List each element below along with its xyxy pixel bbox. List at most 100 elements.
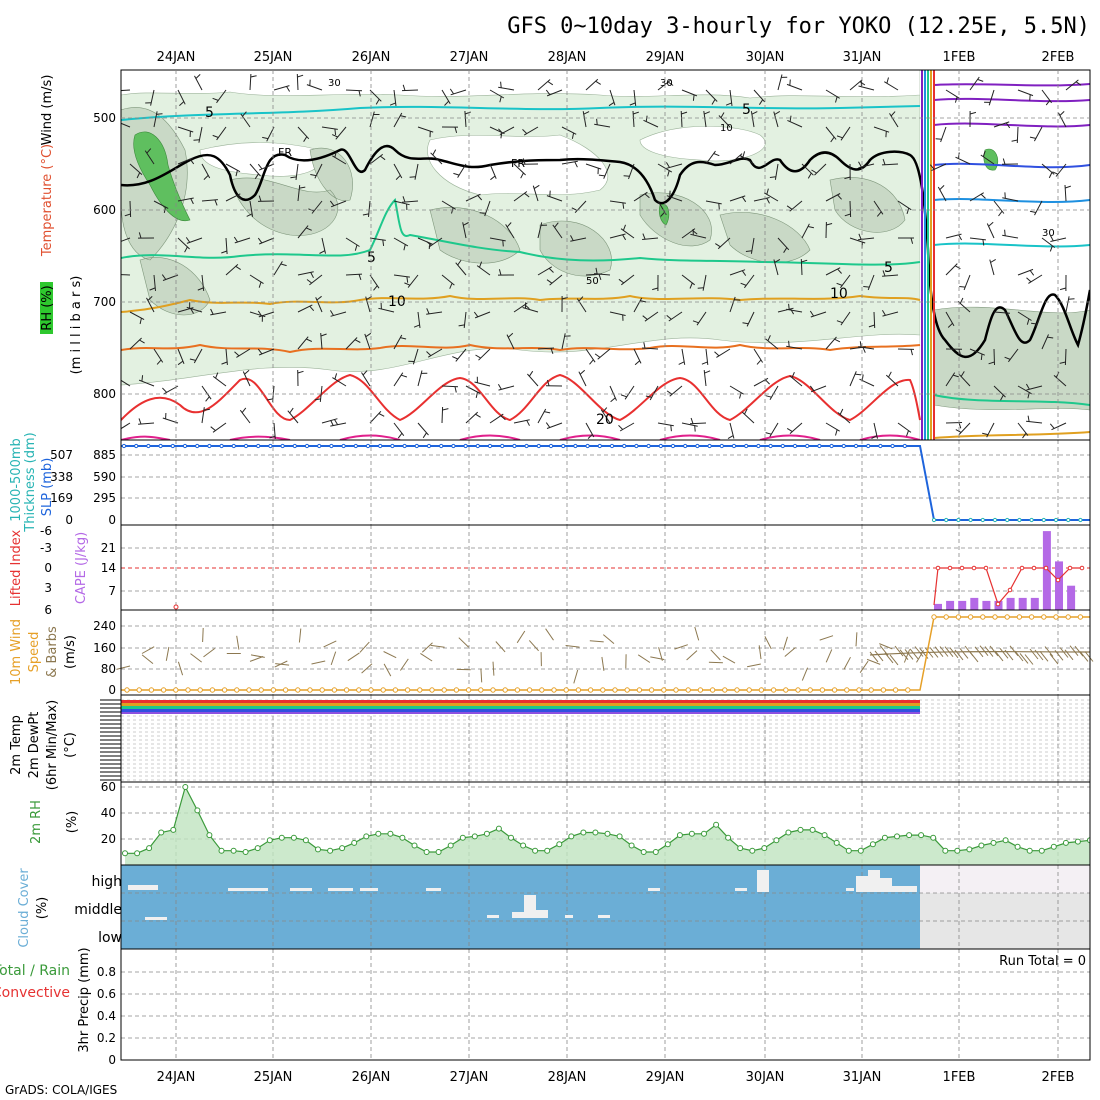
wind-barb-flag bbox=[906, 430, 909, 437]
cloud-high-bars bbox=[128, 870, 917, 892]
rh2m-marker bbox=[266, 837, 273, 844]
rh2m-marker bbox=[339, 845, 346, 852]
wind-barb-flag bbox=[882, 270, 886, 277]
wind10-barb bbox=[601, 656, 605, 671]
wind10-barb bbox=[855, 632, 858, 647]
wind-barb-flag bbox=[358, 274, 362, 281]
wind10-barb bbox=[1009, 645, 1019, 657]
wind-speed-marker bbox=[770, 687, 777, 693]
ytick-li-3: 3 bbox=[44, 581, 52, 595]
wind-barb-flag bbox=[745, 250, 752, 252]
rh2m-marker bbox=[688, 830, 695, 837]
wind-barb-flag bbox=[742, 151, 746, 158]
wind10-barb bbox=[758, 645, 762, 660]
wind-barb-flag bbox=[618, 278, 625, 284]
wind-barb-flag bbox=[141, 375, 144, 382]
slp-marker bbox=[243, 443, 249, 449]
wind-barb-flag bbox=[533, 184, 540, 190]
wind-barb-flag bbox=[453, 172, 460, 176]
wind-barb-flag bbox=[1049, 423, 1055, 429]
rh2m-marker bbox=[1026, 847, 1033, 854]
wind-barb-flag bbox=[809, 385, 815, 392]
precip-panel: Run Total = 0 0.8 0.6 0.4 0.2 0 Total / … bbox=[0, 947, 1091, 1067]
contour-label-5-a: 5 bbox=[205, 105, 214, 121]
wind-barb-flag bbox=[791, 372, 795, 378]
wind-barb-flag bbox=[622, 234, 627, 241]
rh2m-marker bbox=[302, 837, 309, 844]
rh2m-marker bbox=[423, 849, 430, 855]
wind-barb-flag bbox=[334, 128, 337, 135]
slp-marker bbox=[944, 517, 949, 523]
slp-marker bbox=[268, 443, 273, 449]
slp-marker bbox=[195, 443, 200, 449]
rh2m-marker bbox=[459, 834, 466, 841]
wind-speed-marker bbox=[331, 687, 338, 693]
wind-speed-marker bbox=[356, 687, 362, 693]
wind-barb-flag bbox=[980, 353, 983, 361]
rh2m-marker bbox=[375, 830, 382, 837]
wind-barb-flag bbox=[115, 426, 119, 430]
ytick-rh-20: 20 bbox=[101, 832, 116, 846]
wind10-barb bbox=[311, 660, 326, 665]
lifted-index-marker bbox=[1055, 577, 1061, 583]
rh2m-marker bbox=[194, 807, 201, 814]
wind10-barb bbox=[274, 660, 288, 668]
wind-barb-flag bbox=[221, 250, 228, 254]
wind-barb-flag bbox=[269, 435, 276, 439]
wind10-barb bbox=[202, 627, 204, 643]
wind10-barb bbox=[1024, 654, 1034, 665]
wind-speed-marker bbox=[612, 687, 618, 693]
cape-bar bbox=[1042, 531, 1051, 610]
wind-barb-flag bbox=[1027, 392, 1030, 399]
rh2m-panel: 60 40 20 2m RH (%) bbox=[29, 780, 1091, 866]
contour-label-30-c: 30 bbox=[1042, 228, 1055, 239]
wind-speed-marker bbox=[209, 687, 216, 693]
wind-barb-flag bbox=[147, 296, 153, 301]
wind-barb-flag bbox=[262, 136, 269, 140]
slp-marker bbox=[1066, 517, 1071, 523]
rh2m-marker bbox=[435, 849, 442, 855]
cape-lifted-index-panel: -6 -3 0 3 6 21 14 7 Lifted Index CAPE (J… bbox=[9, 524, 1091, 617]
wind-barb-flag bbox=[859, 81, 866, 86]
ytick-precip-02: 0.2 bbox=[97, 1031, 116, 1045]
wind-barb-flag bbox=[858, 233, 862, 240]
top-date-label: 31JAN bbox=[843, 50, 882, 65]
wind-barb-flag bbox=[454, 126, 458, 134]
lifted-index-marker bbox=[959, 565, 965, 571]
wind-barb-flag bbox=[634, 360, 641, 366]
cloud-level-low: low bbox=[98, 930, 122, 946]
wind-barb-flag bbox=[205, 396, 210, 402]
rh-shade-white-top bbox=[121, 70, 921, 99]
wind10-barb bbox=[480, 668, 483, 683]
wind-barb-flag bbox=[499, 96, 502, 103]
wind-speed-marker bbox=[417, 687, 423, 693]
wind-barb-flag bbox=[500, 415, 506, 421]
wind-barb-flag bbox=[589, 359, 594, 365]
wind10-barb bbox=[843, 656, 851, 670]
rh2m-marker bbox=[881, 834, 888, 841]
slp-marker bbox=[463, 443, 468, 449]
wind-speed-marker bbox=[831, 687, 838, 693]
rh2m-marker bbox=[701, 830, 707, 837]
ytick-slp-0: 0 bbox=[108, 513, 116, 527]
wind-barb-flag bbox=[977, 78, 984, 82]
ylabel-temp2m-units: (°C) bbox=[63, 732, 78, 758]
wind-barb-flag bbox=[522, 158, 526, 165]
wind-barb-flag bbox=[642, 233, 646, 240]
contour-label-30-b: 30 bbox=[660, 78, 673, 89]
wind-barb-flag bbox=[1045, 100, 1051, 106]
wind10-barb bbox=[323, 640, 337, 648]
wind-speed-marker bbox=[343, 687, 350, 693]
bottom-date-label: 26JAN bbox=[352, 1070, 391, 1085]
rh2m-marker bbox=[713, 821, 720, 828]
wind-barb-flag bbox=[1075, 81, 1082, 86]
slp-marker bbox=[622, 443, 627, 449]
wind-barb-flag bbox=[744, 408, 748, 415]
wind-speed-marker bbox=[1065, 614, 1071, 620]
wind10-barb bbox=[330, 651, 337, 666]
wind-speed-marker bbox=[173, 687, 179, 693]
wind10-barb bbox=[949, 647, 959, 659]
wind-barb-flag bbox=[954, 96, 958, 103]
wind-barb-flag bbox=[139, 339, 145, 344]
wind-barb-flag bbox=[257, 237, 263, 244]
